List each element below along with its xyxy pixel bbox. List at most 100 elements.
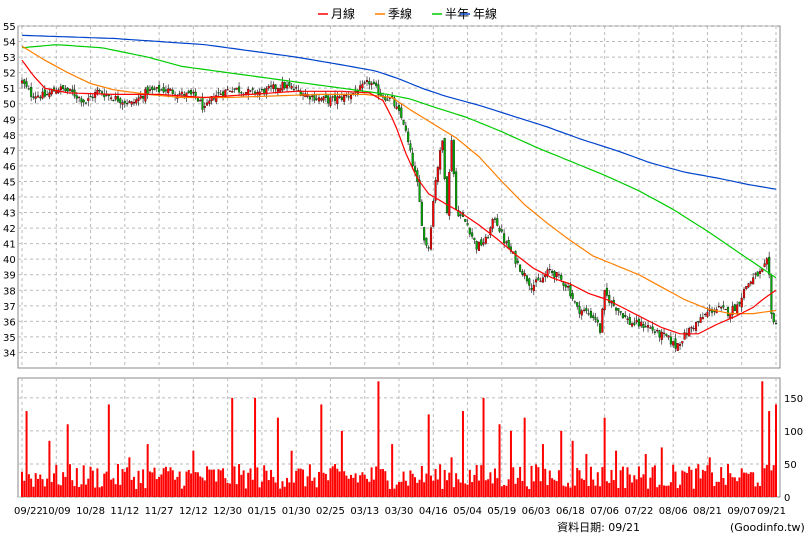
volume-bar (180, 488, 183, 497)
candle (608, 290, 611, 306)
volume-bar (352, 477, 355, 497)
volume-bar (621, 466, 624, 497)
candle (599, 322, 602, 335)
volume-bar (39, 474, 42, 497)
candle (678, 342, 682, 350)
candle-body (132, 102, 136, 104)
candle-body (589, 310, 592, 318)
candle-body (601, 308, 604, 333)
volume-bar (210, 469, 213, 497)
volume-bar (215, 481, 218, 497)
candle-body (20, 80, 24, 84)
candle-body (669, 336, 672, 345)
candle (46, 90, 49, 96)
candle (27, 85, 30, 91)
volume-bar (146, 444, 149, 497)
candle (571, 289, 574, 302)
volume-bar (160, 474, 163, 497)
candle-body (688, 328, 691, 337)
volume-bar (174, 479, 177, 497)
candle (749, 280, 752, 287)
candle-body (290, 86, 293, 89)
candle (662, 327, 666, 338)
candle (692, 325, 695, 332)
date-tick-label: 08/06 (659, 506, 688, 517)
candle-body (384, 97, 387, 101)
volume-bar (711, 472, 714, 497)
volume-bar (71, 480, 74, 497)
candle-body (203, 106, 206, 108)
volume-bar (583, 479, 586, 497)
candle-body (361, 83, 364, 89)
candle-body (646, 325, 650, 328)
volume-bar (731, 477, 734, 497)
volume-bar (674, 471, 677, 497)
candle (199, 98, 202, 102)
volume-bar (537, 467, 540, 497)
volume-bar (555, 481, 558, 497)
volume-bar (610, 469, 613, 497)
candle (482, 238, 485, 247)
volume-bar (251, 479, 254, 497)
candle-body (503, 233, 506, 244)
volume-bar (21, 471, 23, 497)
candle-body (192, 91, 195, 94)
candle (107, 94, 110, 101)
candle-body (343, 94, 346, 102)
candle (420, 199, 423, 226)
candle-body (658, 330, 661, 338)
candle (327, 95, 330, 107)
candle (192, 89, 195, 97)
volume-bar (231, 397, 234, 497)
candle-body (75, 95, 78, 99)
volume-bar (66, 424, 69, 497)
candle (404, 121, 407, 133)
candle-body (530, 288, 533, 290)
candle (269, 80, 273, 92)
volume-bar (347, 478, 350, 497)
volume-bar (416, 482, 419, 497)
candle-body (308, 96, 311, 100)
candle (477, 241, 481, 251)
volume-bar (370, 467, 373, 497)
candle-body (171, 89, 174, 94)
volume-bar (560, 430, 563, 497)
candle-body (320, 98, 323, 101)
volume-bar (395, 484, 398, 497)
candle-body (279, 88, 282, 92)
candle (187, 89, 190, 94)
candle-body (667, 335, 670, 338)
candle (537, 273, 540, 281)
volume-bar (30, 478, 33, 497)
volume-bar (452, 487, 455, 497)
candle-body (130, 101, 133, 105)
volume-bar (139, 483, 142, 497)
volume-bar (55, 464, 58, 497)
volume-tick-label: 150 (784, 394, 803, 405)
candle-body (84, 102, 88, 104)
volume-bar (514, 483, 517, 497)
candle-body (324, 94, 327, 98)
candle (720, 306, 723, 312)
volume-bar (647, 488, 650, 497)
candle-body (265, 87, 268, 95)
legend-label-quarter: 季線 (388, 6, 412, 21)
candle (468, 227, 471, 238)
volume-bar (48, 440, 51, 497)
volume-bar (539, 481, 542, 497)
candle-body (407, 131, 410, 143)
volume-bar (653, 465, 656, 497)
date-tick-label: 07/22 (624, 506, 653, 517)
volume-bar (23, 480, 26, 497)
volume-bar (128, 457, 131, 497)
volume-bar (423, 482, 426, 497)
candle-body (82, 99, 85, 103)
candle-body (578, 305, 581, 314)
date-tick-label: 01/15 (247, 506, 276, 517)
candle (365, 76, 369, 86)
volume-bar (608, 482, 611, 497)
volume-bar (368, 481, 371, 497)
candle-body (32, 96, 35, 98)
candle-body (64, 88, 67, 92)
volume-bar (311, 480, 314, 497)
